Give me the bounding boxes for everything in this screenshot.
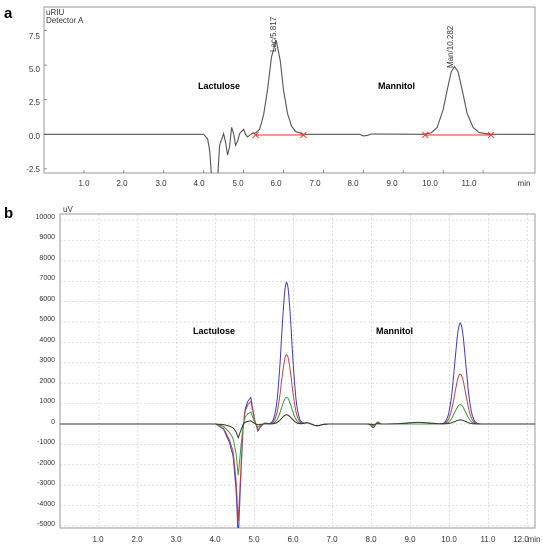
panel-a-integration-marker: [252, 131, 259, 139]
panel-a-xtick-label: 11.0: [462, 179, 478, 188]
panel-b-annotation-lactulose: Lactulose: [193, 326, 235, 336]
panel-b-ytick-label: 0: [51, 419, 55, 426]
panel-b-ytick-label: 7000: [39, 275, 55, 282]
panel-b-series-line: [60, 414, 535, 440]
panel-b-y-axis: 10000 9000 8000 7000 6000 5000 4000 3000…: [36, 214, 56, 528]
panel-a-integration-marker: [300, 131, 307, 139]
panel-b-ytick-label: 5000: [39, 316, 55, 323]
panel-a-xtick-label: 6.0: [270, 179, 282, 188]
panel-a-xtick-label: 7.0: [309, 179, 321, 188]
panel-b-xtick-label: 10.0: [441, 535, 457, 544]
panel-a-xtick-label: 4.0: [193, 179, 205, 188]
panel-b-xtick-label: 12.0: [513, 535, 529, 544]
panel-b-ytick-label: -1000: [37, 439, 55, 446]
panel-b-ytick-label: 1000: [39, 398, 55, 405]
panel-a-annotation-mannitol: Mannitol: [378, 81, 415, 91]
panel-a-integration-marker: [421, 131, 429, 139]
panel-a-detector-label: Detector A: [46, 16, 84, 25]
panel-a-peak-label-mannitol: Man/10.282: [446, 25, 455, 68]
panel-a-xtick-label: 2.0: [116, 179, 128, 188]
panel-a-xtick-label: 8.0: [347, 179, 359, 188]
panel-b-xtick-label: 4.0: [209, 535, 221, 544]
panel-b-xtick-label: 9.0: [404, 535, 416, 544]
panel-b-xtick-label: 3.0: [170, 535, 182, 544]
panel-b-annotation-mannitol: Mannitol: [376, 326, 413, 336]
panel-b-plot-frame: [59, 213, 536, 529]
panel-a-ytick-label: 5.0: [29, 65, 41, 74]
panel-a-trace-line: [44, 40, 535, 173]
panel-a-plot-frame: [43, 6, 536, 174]
panel-b-xtick-label: 6.0: [287, 535, 299, 544]
panel-b-x-axis: 1.0 2.0 3.0 4.0 5.0 6.0 7.0 8.0 9.0 10.0…: [92, 535, 540, 544]
panel-a-ytick-label: -2.5: [26, 165, 40, 174]
panel-b-xtick-label: 11.0: [481, 535, 497, 544]
panel-b-ytick-label: 2000: [39, 378, 55, 385]
panel-a-ytick-label: 7.5: [29, 32, 41, 41]
panel-a-y-axis: 7.5 5.0 2.5 0.0 -2.5: [26, 32, 40, 174]
panel-b-gridlines: [60, 214, 535, 528]
panel-b-ytick-label: 6000: [39, 296, 55, 303]
panel-b-letter: b: [4, 205, 13, 222]
panel-a-letter: a: [4, 5, 13, 22]
panel-b-plot-area: [60, 281, 535, 528]
panel-a-ylabel: uRIU: [46, 8, 64, 17]
panel-b-ytick-label: 8000: [39, 255, 55, 262]
panel-b-ytick-label: 4000: [39, 337, 55, 344]
panel-b-xtick-label: 1.0: [92, 535, 104, 544]
panel-b-ytick-label: -2000: [37, 460, 55, 467]
panel-b-ytick-label: 9000: [39, 234, 55, 241]
panel-b-xtick-label: 2.0: [131, 535, 143, 544]
panel-a-xtick-label: 9.0: [386, 179, 398, 188]
panel-a-ytick-label: 2.5: [29, 98, 41, 107]
panel-b-ytick-label: -4000: [37, 501, 55, 508]
panel-b-ylabel: uV: [63, 205, 73, 214]
panel-b-series-line: [60, 281, 535, 528]
panel-a-xtick-label: 3.0: [155, 179, 167, 188]
panel-a-integration-marker: [487, 131, 495, 139]
panel-b-xtick-label: 7.0: [326, 535, 338, 544]
panel-a-xtick-label: 5.0: [232, 179, 244, 188]
panel-a-xtick-label: 10.0: [422, 179, 438, 188]
panel-b-ytick-label: 3000: [39, 357, 55, 364]
panel-b-ytick-label: -5000: [37, 521, 55, 528]
panel-a-x-axis: 1.0 2.0 3.0 4.0 5.0 6.0 7.0 8.0 9.0 10.0…: [78, 179, 530, 188]
panel-a-xunit-label: min: [518, 179, 531, 188]
panel-a-plot-area: [44, 30, 535, 173]
panel-b-ytick-label: -3000: [37, 480, 55, 487]
panel-b-xtick-label: 5.0: [248, 535, 260, 544]
panel-b-series-line: [60, 353, 535, 522]
panel-a-xtick-label: 1.0: [78, 179, 90, 188]
panel-b-ytick-label: 10000: [36, 214, 56, 221]
panel-a-annotation-lactulose: Lactulose: [198, 81, 240, 91]
panel-a-peak-label-lactulose: Lac/5.817: [269, 16, 278, 52]
panel-b-xtick-label: 8.0: [365, 535, 377, 544]
panel-a-ytick-label: 0.0: [29, 132, 41, 141]
panel-b-xunit-label: min: [528, 535, 541, 544]
